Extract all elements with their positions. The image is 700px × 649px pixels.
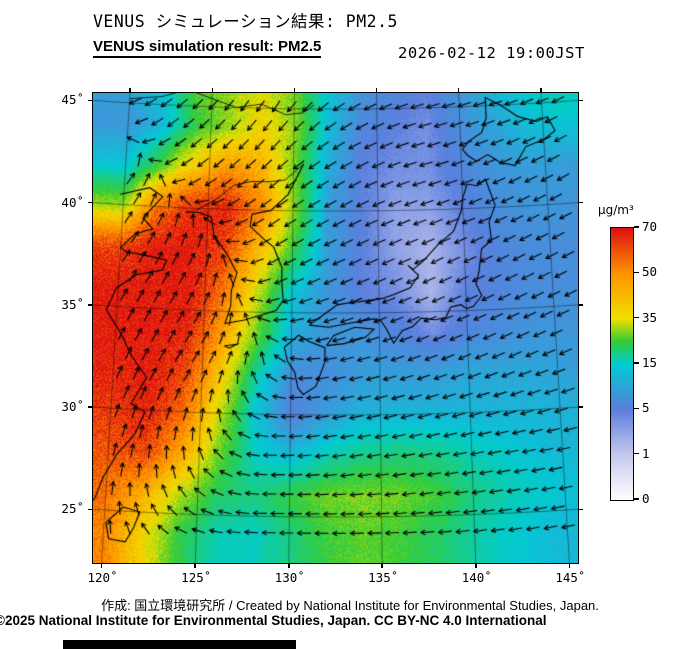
footer-credit-text: 作成: 国立環境研究所 / Created by National Instit… bbox=[101, 598, 599, 613]
y-axis-tick-right bbox=[578, 201, 583, 204]
colorbar-tick-label: 70 bbox=[642, 219, 658, 234]
x-axis-label: 125˚ bbox=[181, 570, 212, 585]
x-axis-tick-top bbox=[457, 88, 460, 93]
colorbar-tick-label: 0 bbox=[642, 491, 650, 506]
colorbar-tick bbox=[634, 226, 639, 228]
x-axis-label: 135˚ bbox=[368, 570, 399, 585]
x-axis-label: 130˚ bbox=[274, 570, 305, 585]
y-axis-tick bbox=[88, 99, 93, 102]
x-axis-tick-top bbox=[540, 88, 542, 93]
x-axis-tick bbox=[288, 563, 290, 568]
colorbar-tick-label: 1 bbox=[642, 445, 650, 461]
y-axis-label: 30˚ bbox=[61, 399, 84, 415]
colorbar-tick-label: 5 bbox=[642, 400, 650, 416]
x-axis-tick-top bbox=[129, 88, 131, 93]
bottom-black-bar bbox=[63, 640, 296, 649]
colorbar bbox=[610, 227, 634, 501]
page-title-english: VENUS simulation result: PM2.5 bbox=[93, 38, 322, 58]
x-axis-tick bbox=[381, 563, 383, 568]
pm25-map-canvas bbox=[93, 93, 578, 563]
x-axis-tick bbox=[475, 563, 477, 568]
y-axis-tick-right bbox=[578, 99, 583, 102]
y-axis-tick-right bbox=[578, 304, 583, 306]
colorbar-tick bbox=[634, 271, 639, 274]
simulation-datetime: 2026-02-12 19:00JST bbox=[398, 44, 585, 62]
y-axis-tick bbox=[88, 406, 93, 408]
y-axis-label: 35˚ bbox=[61, 296, 84, 312]
y-axis-label: 40˚ bbox=[61, 194, 84, 210]
y-axis-tick bbox=[88, 304, 93, 306]
y-axis-label: 25˚ bbox=[61, 501, 84, 517]
page-title-japanese: VENUS シミュレーション結果: PM2.5 bbox=[93, 12, 398, 31]
x-axis-tick-top bbox=[293, 88, 296, 93]
x-axis-label: 145˚ bbox=[555, 570, 586, 585]
x-axis-label: 120˚ bbox=[87, 570, 118, 585]
x-axis-tick bbox=[194, 563, 196, 568]
x-axis-label: 140˚ bbox=[461, 570, 492, 585]
colorbar-tick-label: 35 bbox=[642, 309, 658, 325]
colorbar-tick-label: 50 bbox=[642, 264, 658, 280]
y-axis-tick bbox=[88, 508, 93, 511]
x-axis-tick-top bbox=[375, 88, 378, 93]
x-axis-tick bbox=[568, 563, 571, 568]
x-axis-tick bbox=[100, 563, 103, 568]
colorbar-tick bbox=[634, 407, 639, 410]
colorbar-unit-label: μg/m³ bbox=[598, 203, 634, 217]
colorbar-tick bbox=[634, 498, 639, 500]
colorbar-tick-label: 15 bbox=[642, 355, 658, 370]
pm25-map bbox=[92, 92, 579, 564]
y-axis-tick bbox=[88, 201, 93, 204]
colorbar-tick bbox=[634, 316, 639, 319]
y-axis-tick-right bbox=[578, 406, 583, 408]
x-axis-tick-top bbox=[211, 88, 214, 93]
colorbar-tick bbox=[634, 452, 639, 455]
footer-license-text: ©2025 National Institute for Environment… bbox=[0, 613, 547, 628]
y-axis-label: 45˚ bbox=[61, 92, 84, 108]
colorbar-tick bbox=[634, 362, 639, 364]
y-axis-tick-right bbox=[578, 508, 583, 511]
